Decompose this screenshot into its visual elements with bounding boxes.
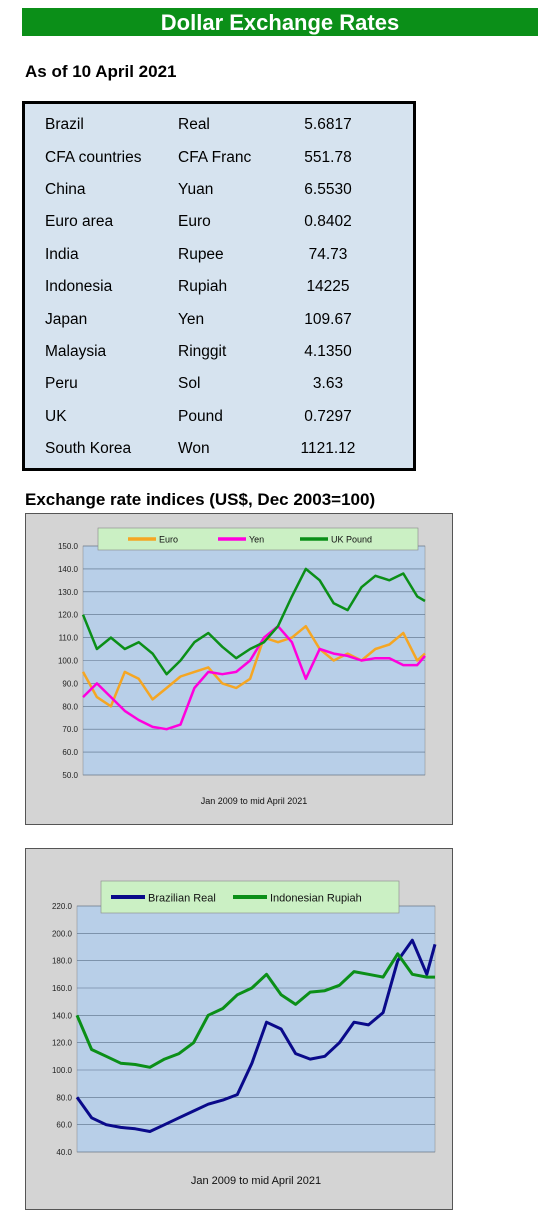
rate-row: CFA countries CFA Franc 551.78 — [25, 141, 368, 173]
rate-value-cell: 551.78 — [304, 148, 352, 166]
country-cell: Euro area — [45, 213, 114, 231]
rates-table-panel: Brazil Real 5.6817 CFA countries CFA Franc 55… — [22, 101, 416, 471]
legend-label: Yen — [249, 535, 264, 545]
y-tick-label: 140.0 — [58, 565, 79, 574]
country-cell: Malaysia — [45, 342, 107, 360]
y-tick-label: 40.0 — [56, 1148, 72, 1157]
y-tick-label: 160.0 — [52, 984, 73, 993]
rate-value-cell: 5.6817 — [304, 116, 352, 134]
y-tick-label: 180.0 — [52, 957, 73, 966]
currency-cell: Euro — [178, 213, 211, 231]
country-cell: Japan — [45, 310, 88, 328]
legend-label: Indonesian Rupiah — [270, 893, 362, 905]
series-line-yen — [82, 624, 426, 731]
currency-cell: Ringgit — [178, 342, 227, 360]
rates-table: Brazil Real 5.6817 CFA countries CFA Franc 55… — [25, 109, 368, 465]
country-cell: UK — [45, 407, 67, 425]
y-tick-label: 140.0 — [52, 1011, 73, 1020]
rate-value-cell: 14225 — [306, 278, 350, 296]
rate-row: Indonesia Rupiah 14225 — [25, 271, 368, 303]
currency-cell: Won — [178, 440, 210, 458]
rate-row: UK Pound 0.7297 — [25, 401, 368, 433]
y-tick-label: 120.0 — [58, 611, 79, 620]
series-line-euro — [81, 624, 426, 708]
rate-value-cell: 6.5530 — [304, 180, 352, 198]
y-tick-label: 100.0 — [58, 657, 79, 666]
rate-row: China Yuan 6.5530 — [25, 174, 368, 206]
rate-row: Euro area Euro 0.8402 — [25, 206, 368, 238]
rate-row: Peru Sol 3.63 — [25, 368, 368, 400]
rate-value-cell: 4.1350 — [304, 342, 352, 360]
currency-cell: Yen — [178, 310, 205, 328]
country-cell: China — [45, 180, 86, 198]
currency-cell: Real — [178, 116, 210, 134]
x-axis-label: Jan 2009 to mid April 2021 — [191, 1175, 321, 1187]
y-tick-label: 60.0 — [56, 1121, 72, 1130]
currency-cell: CFA Franc — [178, 148, 252, 166]
currency-cell: Yuan — [178, 180, 214, 198]
y-tick-label: 150.0 — [58, 542, 79, 551]
rate-value-cell: 74.73 — [308, 245, 348, 263]
country-cell: Indonesia — [45, 278, 113, 296]
y-tick-label: 110.0 — [59, 634, 79, 643]
rate-value-cell: 1121.12 — [300, 440, 356, 458]
page-title: Dollar Exchange Rates — [160, 10, 400, 35]
legend-label: Euro — [159, 535, 178, 545]
rate-value-cell: 109.67 — [304, 310, 352, 328]
rate-row: Japan Yen 109.67 — [25, 303, 368, 335]
series-line-uk-pound — [81, 567, 426, 676]
legend-label: UK Pound — [331, 535, 372, 545]
currency-cell: Pound — [178, 407, 223, 425]
rate-row: India Rupee 74.73 — [25, 239, 368, 271]
x-axis-label: Jan 2009 to mid April 2021 — [201, 796, 308, 806]
page-banner: Dollar Exchange Rates — [22, 8, 538, 36]
y-tick-label: 80.0 — [62, 702, 78, 711]
rate-row: South Korea Won 1121.12 — [25, 433, 368, 465]
y-tick-label: 50.0 — [62, 771, 78, 780]
y-tick-label: 100.0 — [52, 1066, 73, 1075]
legend-label: Brazilian Real — [148, 893, 216, 905]
y-tick-label: 130.0 — [58, 588, 79, 597]
currency-cell: Rupiah — [178, 278, 228, 296]
series-line-indonesian-rupiah — [75, 952, 435, 1069]
y-tick-label: 200.0 — [52, 929, 73, 938]
rate-row: Brazil Real 5.6817 — [25, 109, 368, 141]
y-tick-label: 220.0 — [52, 902, 73, 911]
indices-section-title: Exchange rate indices (US$, Dec 2003=100… — [25, 490, 376, 509]
rate-value-cell: 3.63 — [312, 375, 344, 393]
chart-euro-yen-pound: 50.0 60.0 70.0 80.0 90.0 100.0 110.0 120.0 130.0… — [25, 513, 453, 825]
as-of-date: As of 10 April 2021 — [25, 62, 177, 81]
rate-value-cell: 0.7297 — [304, 407, 352, 425]
legend-box — [97, 527, 419, 551]
rate-value-cell: 0.8402 — [304, 213, 352, 231]
series-line-brazilian-real — [75, 938, 437, 1133]
currency-cell: Rupee — [178, 245, 224, 263]
y-tick-label: 80.0 — [56, 1093, 72, 1102]
country-cell: Peru — [45, 375, 78, 393]
country-cell: South Korea — [45, 440, 132, 458]
country-cell: Brazil — [45, 116, 84, 134]
country-cell: India — [45, 245, 79, 263]
y-tick-label: 90.0 — [62, 679, 78, 688]
plot-area — [76, 905, 436, 1153]
y-tick-label: 70.0 — [62, 725, 78, 734]
currency-cell: Sol — [178, 375, 201, 393]
y-tick-label: 60.0 — [62, 748, 78, 757]
country-cell: CFA countries — [45, 148, 142, 166]
y-tick-label: 120.0 — [52, 1039, 73, 1048]
rate-row: Malaysia Ringgit 4.1350 — [25, 336, 368, 368]
chart-real-rupiah: 40.0 60.0 80.0 100.0 120.0 140.0 160.0 180.0 200… — [25, 848, 453, 1210]
